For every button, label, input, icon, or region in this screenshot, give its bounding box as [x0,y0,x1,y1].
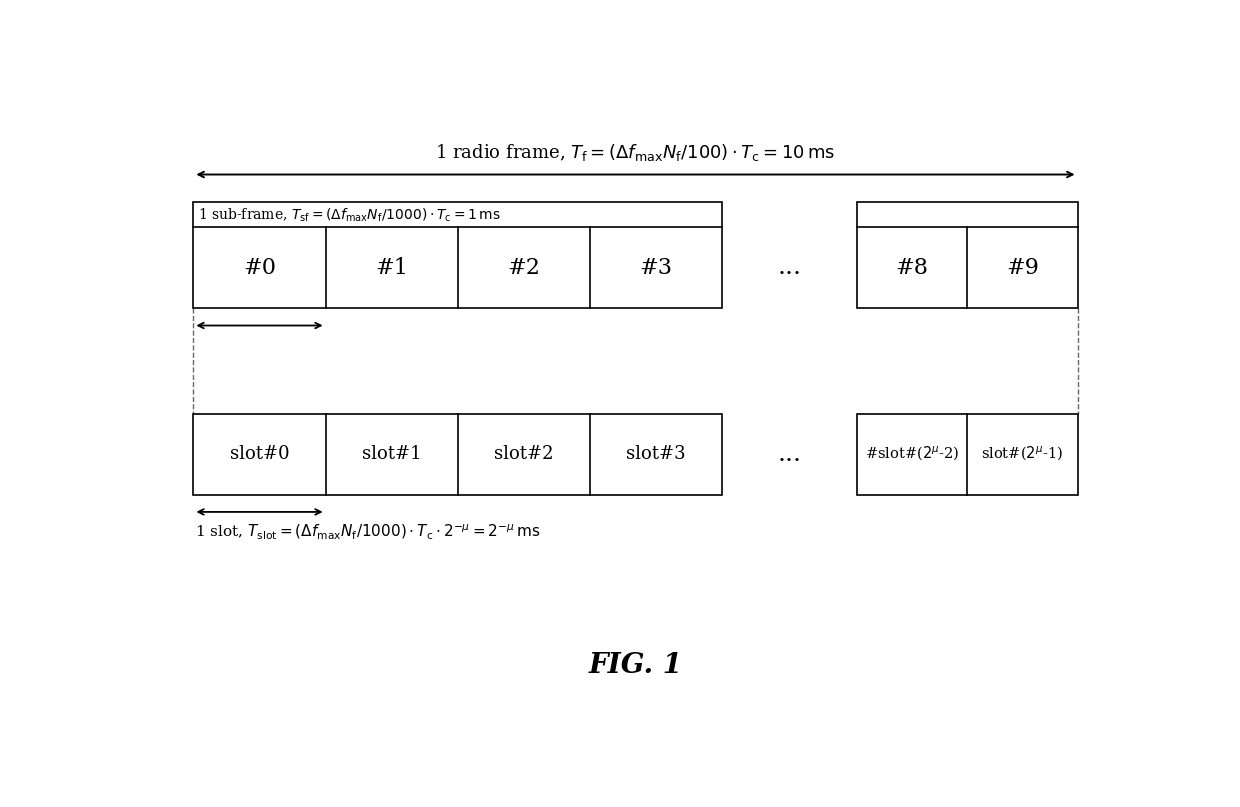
Bar [193,203,722,308]
Text: slot#1: slot#1 [362,445,422,463]
Text: #slot#($2^{\mu}$-2): #slot#($2^{\mu}$-2) [864,445,959,463]
Text: #9: #9 [1006,257,1039,278]
Text: slot#2: slot#2 [494,445,553,463]
Bar [857,414,1078,495]
Text: FIG. 1: FIG. 1 [589,652,682,679]
Text: #2: #2 [507,257,541,278]
Text: #0: #0 [243,257,277,278]
Text: ...: ... [777,256,801,279]
Text: 1 radio frame, $T_{\mathrm{f}}=(\Delta f_{\max}N_{\mathrm{f}}/100)\cdot T_{\math: 1 radio frame, $T_{\mathrm{f}}=(\Delta f… [435,142,836,163]
Text: ...: ... [777,442,801,466]
Text: #1: #1 [376,257,408,278]
Bar [857,203,1078,308]
Text: 1 sub-frame, $T_{\mathrm{sf}}=(\Delta f_{\max}N_{\mathrm{f}}/1000)\cdot T_{\math: 1 sub-frame, $T_{\mathrm{sf}}=(\Delta f_… [198,207,501,224]
Text: slot#($2^{\mu}$-1): slot#($2^{\mu}$-1) [981,445,1064,463]
Text: #8: #8 [895,257,929,278]
Text: slot#3: slot#3 [626,445,686,463]
Text: 1 slot, $T_{\mathrm{slot}}=(\Delta f_{\max}N_{\mathrm{f}}/1000)\cdot T_{\mathrm{: 1 slot, $T_{\mathrm{slot}}=(\Delta f_{\m… [196,522,541,541]
Bar [193,414,722,495]
Text: slot#0: slot#0 [229,445,289,463]
Text: #3: #3 [640,257,672,278]
